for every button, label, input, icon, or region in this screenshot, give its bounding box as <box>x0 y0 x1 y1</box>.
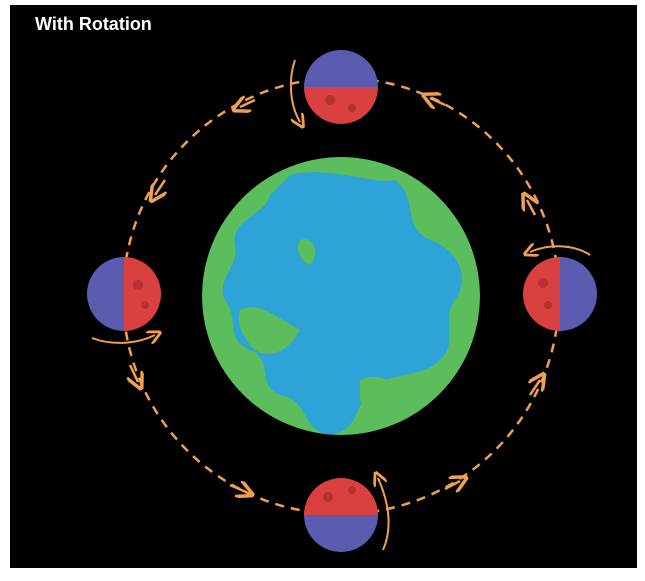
title: With Rotation <box>35 14 152 34</box>
rotation-arrows <box>91 59 591 551</box>
earth <box>202 157 480 435</box>
orbit-arrows <box>130 98 540 492</box>
